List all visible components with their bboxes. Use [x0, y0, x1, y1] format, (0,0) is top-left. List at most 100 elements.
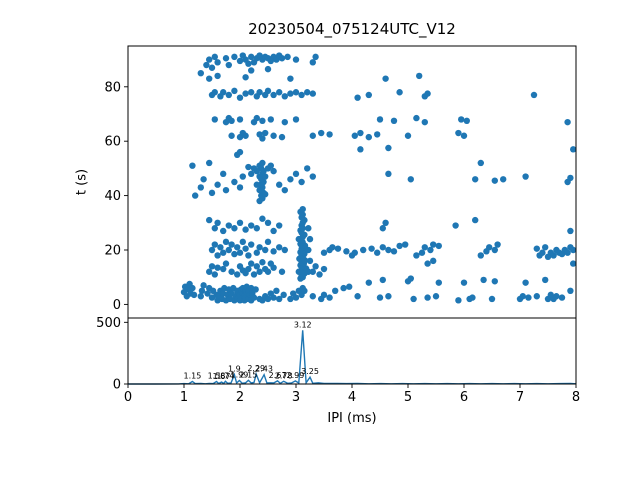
data-point	[220, 265, 227, 273]
data-point	[486, 244, 493, 251]
data-point	[477, 252, 484, 259]
data-point	[500, 176, 507, 183]
data-point	[351, 249, 358, 256]
data-point	[236, 148, 244, 156]
y-tick-label: 0	[113, 298, 121, 313]
data-point	[491, 278, 498, 285]
data-point	[220, 249, 227, 256]
data-point	[245, 252, 252, 259]
data-point	[354, 94, 361, 101]
data-point	[413, 252, 420, 259]
data-point	[407, 176, 414, 183]
data-point	[287, 176, 294, 183]
data-point	[262, 246, 269, 254]
data-point	[292, 56, 300, 63]
data-point	[491, 177, 498, 184]
data-point	[276, 89, 283, 96]
data-point	[299, 206, 306, 213]
data-point	[385, 144, 392, 152]
data-point	[214, 59, 221, 66]
x-tick-label: 2	[236, 390, 244, 405]
data-point	[305, 268, 312, 275]
data-point	[220, 170, 227, 178]
data-point	[242, 74, 249, 81]
data-point	[458, 116, 465, 123]
data-point	[385, 170, 392, 178]
data-point	[208, 246, 216, 254]
data-point	[222, 260, 230, 267]
data-point	[225, 222, 232, 229]
data-point	[239, 173, 246, 180]
data-point	[248, 89, 255, 96]
peak-annotation: 2.29	[247, 364, 265, 373]
data-point	[211, 271, 218, 278]
peak-annotation: 2.15	[239, 370, 257, 379]
data-point	[248, 241, 255, 248]
data-point	[270, 294, 277, 301]
data-point	[228, 132, 235, 139]
data-point	[256, 268, 263, 275]
data-point	[204, 290, 211, 297]
data-point	[264, 295, 272, 303]
data-point	[519, 293, 526, 300]
data-point	[570, 246, 577, 254]
data-point	[376, 116, 384, 123]
data-point	[225, 61, 232, 69]
data-point	[280, 291, 287, 299]
data-point	[203, 61, 210, 69]
data-point	[214, 219, 221, 226]
data-point	[276, 295, 283, 303]
data-point	[242, 132, 249, 139]
data-point	[262, 129, 269, 137]
data-point	[430, 257, 437, 265]
data-point	[357, 146, 364, 153]
data-point	[374, 249, 381, 256]
data-point	[477, 159, 484, 167]
data-point	[200, 176, 207, 183]
data-point	[214, 181, 221, 188]
data-point	[236, 249, 244, 256]
data-point	[460, 279, 468, 286]
data-point	[225, 246, 232, 254]
data-point	[346, 283, 353, 290]
data-point	[264, 65, 272, 73]
peak-annotation: 2.99	[287, 371, 305, 380]
data-point	[292, 170, 300, 178]
data-point	[278, 268, 286, 275]
data-point	[318, 129, 325, 137]
data-point	[382, 75, 389, 82]
data-point	[525, 294, 532, 301]
peak-annotation: 1.58	[208, 372, 226, 381]
data-point	[564, 118, 571, 126]
data-point	[567, 287, 574, 294]
peak-annotation: 1.15	[183, 372, 201, 381]
data-point	[427, 246, 434, 254]
data-point	[480, 276, 487, 284]
data-point	[236, 219, 244, 226]
data-point	[396, 89, 403, 96]
data-point	[550, 252, 557, 259]
data-point	[264, 219, 272, 226]
data-point	[231, 178, 238, 186]
data-point	[198, 287, 206, 294]
data-point	[539, 249, 546, 256]
data-point	[208, 263, 216, 270]
data-point	[214, 72, 221, 80]
data-point	[385, 293, 392, 300]
data-point	[570, 146, 577, 153]
data-point	[270, 91, 277, 99]
data-point	[253, 225, 260, 232]
data-point	[558, 294, 566, 301]
data-point	[413, 114, 420, 122]
data-point	[379, 225, 386, 232]
data-point	[222, 55, 230, 62]
data-point	[329, 244, 336, 251]
histogram-axes-spine	[127, 317, 577, 385]
data-point	[421, 244, 428, 251]
data-point	[248, 260, 255, 267]
data-point	[253, 263, 260, 270]
data-point	[208, 64, 216, 71]
data-point	[211, 89, 218, 96]
data-point	[390, 117, 398, 125]
